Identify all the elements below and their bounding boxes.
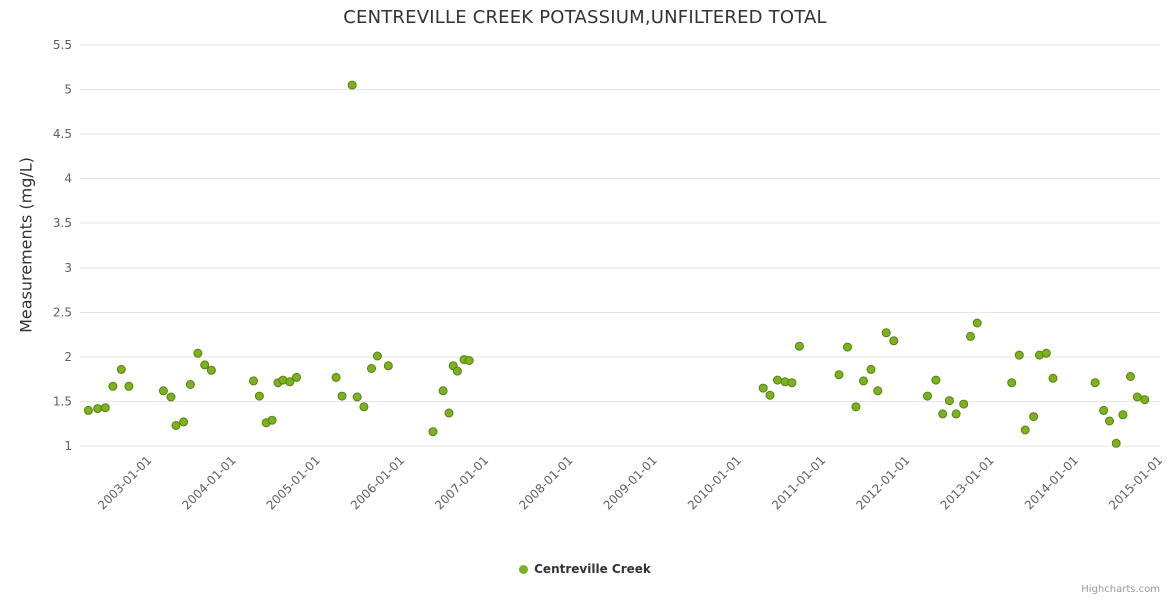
x-tick-label: 2009-01-01 — [601, 453, 660, 512]
data-point[interactable] — [1048, 373, 1058, 383]
data-point[interactable] — [843, 342, 852, 352]
data-point[interactable] — [292, 372, 301, 382]
data-point[interactable] — [100, 403, 110, 413]
data-point[interactable] — [1020, 425, 1030, 435]
data-point[interactable] — [452, 366, 462, 376]
data-point[interactable] — [1118, 410, 1128, 420]
data-point[interactable] — [193, 348, 203, 358]
data-point[interactable] — [359, 402, 369, 412]
data-point[interactable] — [1099, 405, 1109, 415]
y-tick-label: 1.5 — [53, 394, 72, 408]
data-point[interactable] — [179, 417, 189, 427]
data-point[interactable] — [337, 391, 347, 401]
data-point[interactable] — [383, 361, 393, 371]
data-point[interactable] — [438, 386, 448, 396]
data-point[interactable] — [93, 404, 103, 414]
x-tick-label: 2004-01-01 — [179, 453, 238, 512]
x-tick-label: 2014-01-01 — [1022, 453, 1081, 512]
data-point[interactable] — [352, 392, 362, 402]
y-tick-label: 4 — [64, 172, 72, 186]
data-point[interactable] — [367, 364, 376, 373]
data-point[interactable] — [116, 364, 126, 374]
data-point[interactable] — [959, 399, 969, 409]
data-point[interactable] — [758, 383, 768, 393]
data-point[interactable] — [108, 381, 118, 391]
x-tick-label: 2005-01-01 — [264, 453, 323, 512]
data-point[interactable] — [951, 409, 961, 419]
y-tick-label: 5 — [64, 83, 72, 97]
data-point[interactable] — [1090, 378, 1100, 388]
data-point[interactable] — [254, 391, 264, 401]
data-point[interactable] — [1132, 392, 1142, 402]
data-point[interactable] — [787, 378, 797, 388]
data-point[interactable] — [834, 370, 844, 380]
x-tick-label: 2008-01-01 — [516, 453, 575, 512]
data-point[interactable] — [873, 386, 883, 396]
data-point[interactable] — [866, 364, 876, 374]
data-point[interactable] — [124, 381, 134, 391]
x-tick-label: 2011-01-01 — [769, 453, 828, 512]
data-point[interactable] — [1111, 438, 1121, 448]
y-tick-label: 2.5 — [53, 305, 72, 319]
data-point[interactable] — [859, 376, 868, 386]
data-point[interactable] — [773, 375, 782, 385]
x-tick-label: 2006-01-01 — [348, 453, 407, 512]
y-tick-label: 5.5 — [53, 38, 72, 52]
y-tick-label: 3 — [64, 261, 72, 275]
legend-item-label: Centreville Creek — [534, 562, 651, 576]
data-point[interactable] — [765, 390, 775, 400]
data-point[interactable] — [1126, 372, 1135, 381]
data-point[interactable] — [428, 427, 438, 437]
data-point[interactable] — [372, 351, 382, 361]
data-point[interactable] — [944, 396, 954, 406]
data-point[interactable] — [331, 372, 341, 382]
highcharts-credits-link[interactable]: Highcharts.com — [1081, 584, 1160, 595]
data-point[interactable] — [171, 421, 181, 430]
data-point[interactable] — [972, 318, 982, 328]
data-point[interactable] — [794, 341, 804, 351]
data-point[interactable] — [851, 402, 861, 412]
data-point[interactable] — [285, 377, 295, 387]
data-point[interactable] — [83, 405, 93, 415]
data-point[interactable] — [938, 409, 948, 419]
data-point[interactable] — [200, 360, 210, 370]
data-point[interactable] — [931, 375, 941, 385]
y-tick-label: 2 — [64, 350, 72, 364]
x-tick-label: 2015-01-01 — [1106, 453, 1165, 512]
data-point[interactable] — [158, 386, 168, 396]
data-point[interactable] — [881, 328, 891, 338]
data-point[interactable] — [347, 80, 357, 90]
legend-marker-icon — [519, 564, 529, 574]
data-point[interactable] — [206, 365, 216, 375]
x-tick-label: 2003-01-01 — [95, 453, 154, 512]
x-tick-label: 2010-01-01 — [685, 453, 744, 512]
data-point[interactable] — [889, 336, 899, 346]
data-point[interactable] — [923, 391, 932, 401]
data-point[interactable] — [1007, 378, 1017, 388]
data-point[interactable] — [249, 376, 258, 386]
data-point[interactable] — [185, 380, 195, 389]
data-point[interactable] — [444, 408, 454, 418]
x-tick-label: 2012-01-01 — [853, 453, 912, 512]
y-tick-label: 3.5 — [53, 216, 72, 230]
legend-item-centreville-creek[interactable]: Centreville Creek — [519, 562, 651, 576]
data-point[interactable] — [1105, 416, 1114, 426]
x-tick-label: 2013-01-01 — [938, 453, 997, 512]
data-point[interactable] — [1029, 412, 1039, 422]
data-point[interactable] — [1140, 395, 1150, 405]
data-point[interactable] — [464, 356, 474, 365]
data-point[interactable] — [166, 392, 176, 402]
x-tick-label: 2007-01-01 — [432, 453, 491, 512]
data-point[interactable] — [267, 415, 277, 425]
data-point[interactable] — [1041, 348, 1051, 358]
chart-title: CENTREVILLE CREEK POTASSIUM,UNFILTERED T… — [343, 7, 827, 28]
y-tick-label: 4.5 — [53, 127, 72, 141]
y-tick-label: 1 — [64, 439, 72, 453]
data-point[interactable] — [966, 331, 975, 341]
legend: Centreville Creek — [0, 562, 1170, 576]
data-point[interactable] — [1014, 350, 1024, 360]
